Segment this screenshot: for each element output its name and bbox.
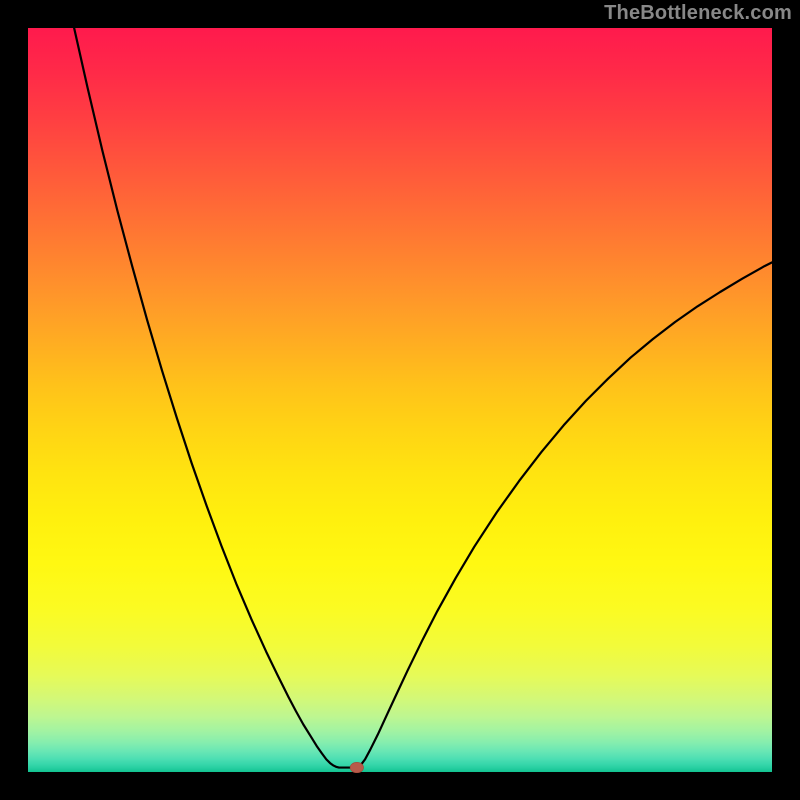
chart-container: TheBottleneck.com bbox=[0, 0, 800, 800]
watermark-text: TheBottleneck.com bbox=[604, 2, 792, 25]
plot-gradient-background bbox=[28, 28, 772, 772]
bottleneck-chart bbox=[0, 0, 800, 800]
optimal-point-marker bbox=[350, 762, 363, 772]
